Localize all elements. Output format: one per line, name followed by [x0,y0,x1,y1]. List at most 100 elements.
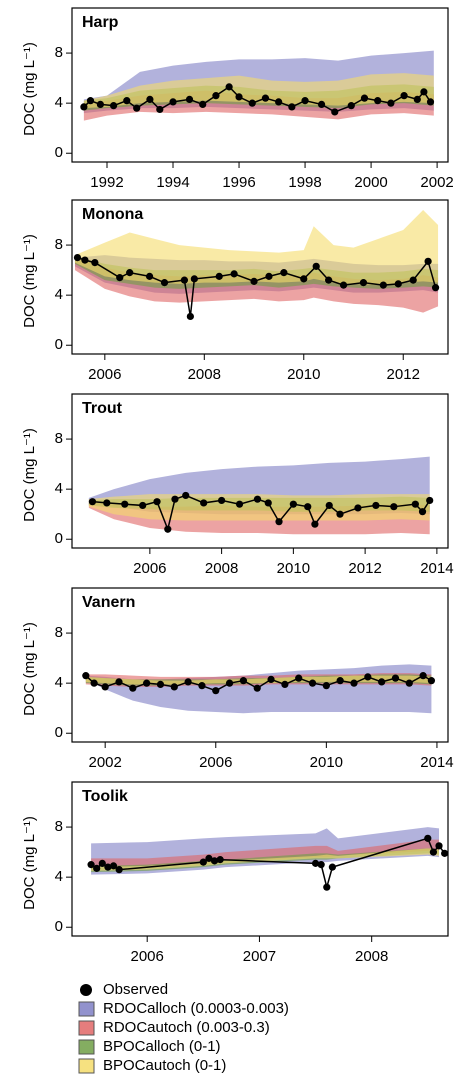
observed-point [115,678,123,686]
y-tick-label: 8 [55,236,63,253]
x-tick-label: 2006 [133,560,166,577]
observed-point [210,857,219,865]
y-tick-label: 0 [55,918,63,935]
observed-point [429,848,438,856]
y-tick-label: 4 [55,674,63,691]
observed-point [253,495,262,503]
observed-point [275,518,283,526]
observed-point [435,842,443,850]
x-tick-label: 2006 [88,366,121,383]
observed-point [420,88,428,96]
observed-point [336,677,344,685]
observed-point [295,674,303,682]
y-axis-label: DOC (mg L⁻¹) [21,234,38,328]
observed-point [419,672,427,680]
y-tick-label: 0 [55,724,63,741]
observed-point [200,499,208,507]
observed-point [180,276,189,284]
observed-point [139,501,147,510]
observed-point [121,500,129,508]
y-axis-label: DOC (mg L⁻¹) [21,622,38,716]
observed-point [225,679,234,687]
observed-point [250,277,258,285]
panel-title: Monona [82,206,143,223]
observed-point [212,92,220,100]
observed-point [109,862,118,870]
observed-point [281,680,289,689]
observed-point [218,496,226,505]
x-tick-label: 2010 [287,366,320,383]
observed-point [427,677,436,685]
observed-point [308,679,317,687]
band [91,848,440,871]
x-tick-label: 2010 [277,560,310,577]
observed-point [424,257,432,265]
observed-point [160,279,169,287]
observed-point [101,683,109,691]
observed-point [301,97,309,105]
y-tick-label: 4 [55,868,63,885]
observed-point [133,104,141,112]
observed-point [354,504,362,512]
observed-point [91,259,99,267]
observed-point [205,854,213,862]
observed-point [96,100,104,109]
plot-frame [71,393,449,549]
observed-point [322,682,330,690]
observed-point [347,102,355,110]
observed-point [424,834,432,842]
x-tick-label: 2008 [188,366,221,383]
observed-point [288,103,296,111]
observed-point [126,269,134,277]
observed-point [360,94,369,102]
observed-point [413,95,421,103]
x-tick-label: 1996 [222,174,255,191]
observed-point [441,849,449,857]
observed-point [405,679,413,687]
observed-point [212,687,220,695]
y-tick-label: 0 [55,144,63,161]
band [74,210,439,286]
observed-point [156,680,165,689]
observed-point [339,281,348,289]
x-tick-label: 2006 [131,948,164,965]
observed-point [387,99,395,107]
observed-point [235,500,244,508]
observed-point [311,859,320,867]
panel-title: Trout [82,400,123,417]
observed-point [145,272,154,280]
legend-marker [80,984,92,996]
band [91,839,440,868]
observed-point [235,93,243,101]
observed-point [328,863,336,871]
legend-label: Observed [103,981,168,998]
observed-point [87,861,95,869]
y-tick-label: 0 [55,336,63,353]
observed-point [199,858,207,866]
observed-point [170,683,178,691]
panel-title: Harp [82,14,119,31]
observed-point [109,102,118,110]
observed-point [82,672,90,680]
observed-point [248,99,256,107]
y-tick-label: 8 [55,44,63,61]
legend-marker [78,1020,95,1036]
observed-point [350,679,358,687]
observed-point [317,861,325,869]
observed-point [88,498,97,506]
x-tick-label: 2014 [420,754,453,771]
observed-point [253,684,261,692]
observed-point [143,679,151,687]
legend-marker [78,1058,95,1074]
observed-point [153,498,161,506]
y-tick-label: 4 [55,286,63,303]
observed-point [81,256,89,264]
x-tick-label: 2012 [348,560,381,577]
observed-point [304,503,312,511]
observed-point [264,499,272,507]
observed-point [164,525,172,533]
observed-point [169,98,177,106]
observed-point [90,679,98,687]
observed-point [300,275,308,283]
